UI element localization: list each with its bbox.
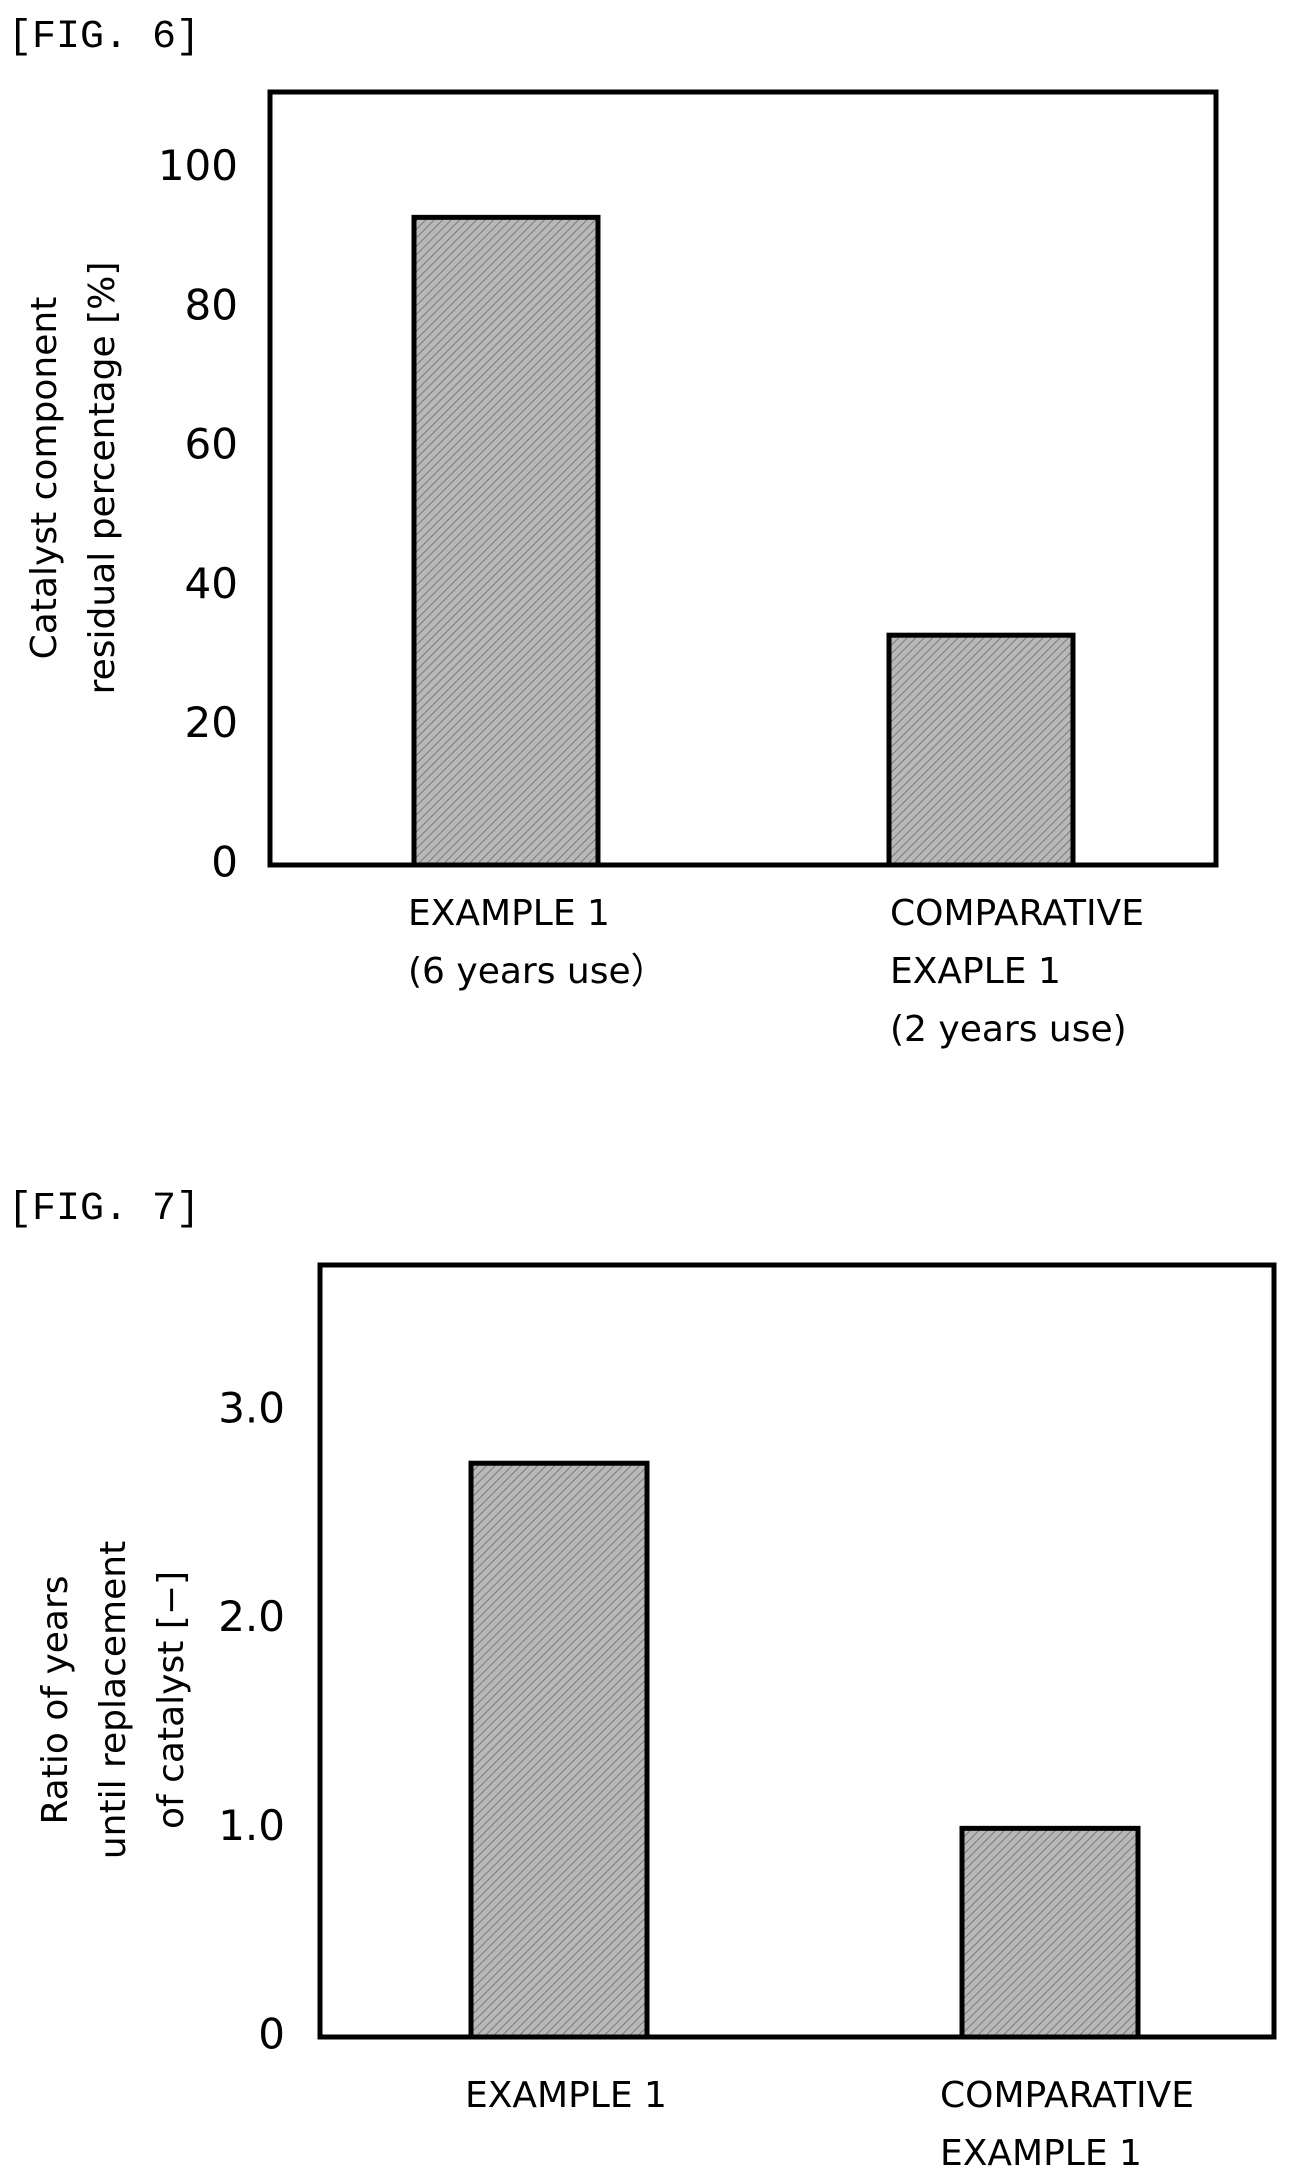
y-tick-label: 20 [185,698,238,747]
fig-6-chart: 0 20 40 60 80 100 Catalyst component residual p… [24,89,1219,1050]
bar-1 [411,214,601,868]
category-label-1: EXAMPLE 1 [465,2075,667,2116]
y-axis-label: Ratio of years until replacement of cataly… [35,1541,192,1859]
category-label-1: EXAMPLE 1 (6 years use） [408,893,667,992]
bar-1 [468,1460,650,2040]
y-tick-label: 3.0 [218,1384,285,1433]
y-tick-label: 80 [185,280,238,329]
y-tick-label: 100 [158,141,238,190]
fig-7-label: [FIG. 7] [8,1187,200,1232]
fig-6-label: [FIG. 6] [8,15,200,60]
fig-7-chart: 0 1.0 2.0 3.0 Ratio of years until replacemen… [35,1262,1277,2174]
y-tick-label: 60 [185,420,238,469]
plot-frame [317,1262,1277,2040]
y-tick-label: 2.0 [218,1592,285,1641]
y-tick-label: 1.0 [218,1801,285,1850]
y-tick-label: 0 [258,2010,285,2059]
category-label-2: COMPARATIVE EXAMPLE 1 [940,2075,1194,2174]
bar-2 [886,632,1076,868]
bar-2 [959,1825,1141,2040]
y-axis-label: Catalyst component residual percentage [%… [24,262,123,695]
category-label-2: COMPARATIVE EXAPLE 1 (2 years use) [890,893,1144,1050]
plot-frame [267,89,1219,868]
y-tick-label: 40 [185,559,238,608]
y-tick-label: 0 [211,838,238,887]
